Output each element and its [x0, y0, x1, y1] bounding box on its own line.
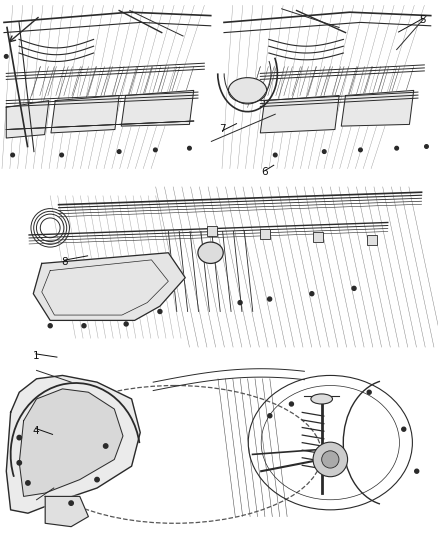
Bar	[222, 2, 435, 172]
Polygon shape	[19, 389, 123, 496]
Circle shape	[103, 444, 108, 448]
Text: 5: 5	[419, 15, 426, 25]
Circle shape	[310, 292, 314, 296]
Circle shape	[290, 402, 293, 406]
Bar	[260, 229, 270, 239]
Polygon shape	[6, 375, 140, 513]
Bar	[2, 2, 215, 172]
Circle shape	[359, 148, 362, 152]
Ellipse shape	[198, 242, 223, 263]
Circle shape	[11, 153, 14, 157]
Bar	[314, 232, 324, 243]
Circle shape	[322, 150, 326, 154]
Circle shape	[60, 153, 64, 157]
Circle shape	[238, 301, 242, 304]
Text: 7: 7	[219, 124, 226, 134]
Polygon shape	[33, 253, 185, 320]
Polygon shape	[260, 95, 339, 133]
Circle shape	[268, 297, 272, 301]
Circle shape	[268, 414, 272, 418]
Circle shape	[425, 144, 428, 148]
Circle shape	[95, 478, 99, 482]
Text: 6: 6	[261, 167, 268, 177]
Text: 4: 4	[32, 426, 39, 435]
Circle shape	[367, 390, 371, 394]
Circle shape	[4, 54, 8, 58]
Bar	[207, 227, 216, 237]
Text: 1: 1	[32, 351, 39, 361]
Circle shape	[402, 427, 406, 431]
Bar	[367, 235, 377, 245]
Ellipse shape	[228, 78, 267, 103]
Polygon shape	[51, 95, 119, 133]
Ellipse shape	[311, 394, 332, 404]
Circle shape	[48, 324, 52, 328]
Circle shape	[313, 442, 348, 477]
Circle shape	[82, 324, 86, 328]
Polygon shape	[121, 91, 194, 126]
Bar	[8, 178, 430, 356]
Circle shape	[154, 148, 157, 152]
Polygon shape	[45, 496, 88, 527]
Circle shape	[321, 451, 339, 468]
Circle shape	[158, 310, 162, 313]
Circle shape	[17, 435, 21, 440]
Polygon shape	[6, 101, 49, 138]
Circle shape	[117, 150, 121, 154]
Circle shape	[415, 469, 419, 473]
Polygon shape	[341, 91, 414, 126]
Circle shape	[124, 322, 128, 326]
Circle shape	[26, 481, 30, 485]
Bar	[2, 362, 434, 530]
Circle shape	[69, 501, 73, 505]
Circle shape	[352, 286, 356, 290]
Circle shape	[187, 147, 191, 150]
Circle shape	[17, 461, 21, 465]
Circle shape	[395, 147, 399, 150]
Text: 8: 8	[61, 257, 68, 267]
Circle shape	[273, 153, 277, 157]
